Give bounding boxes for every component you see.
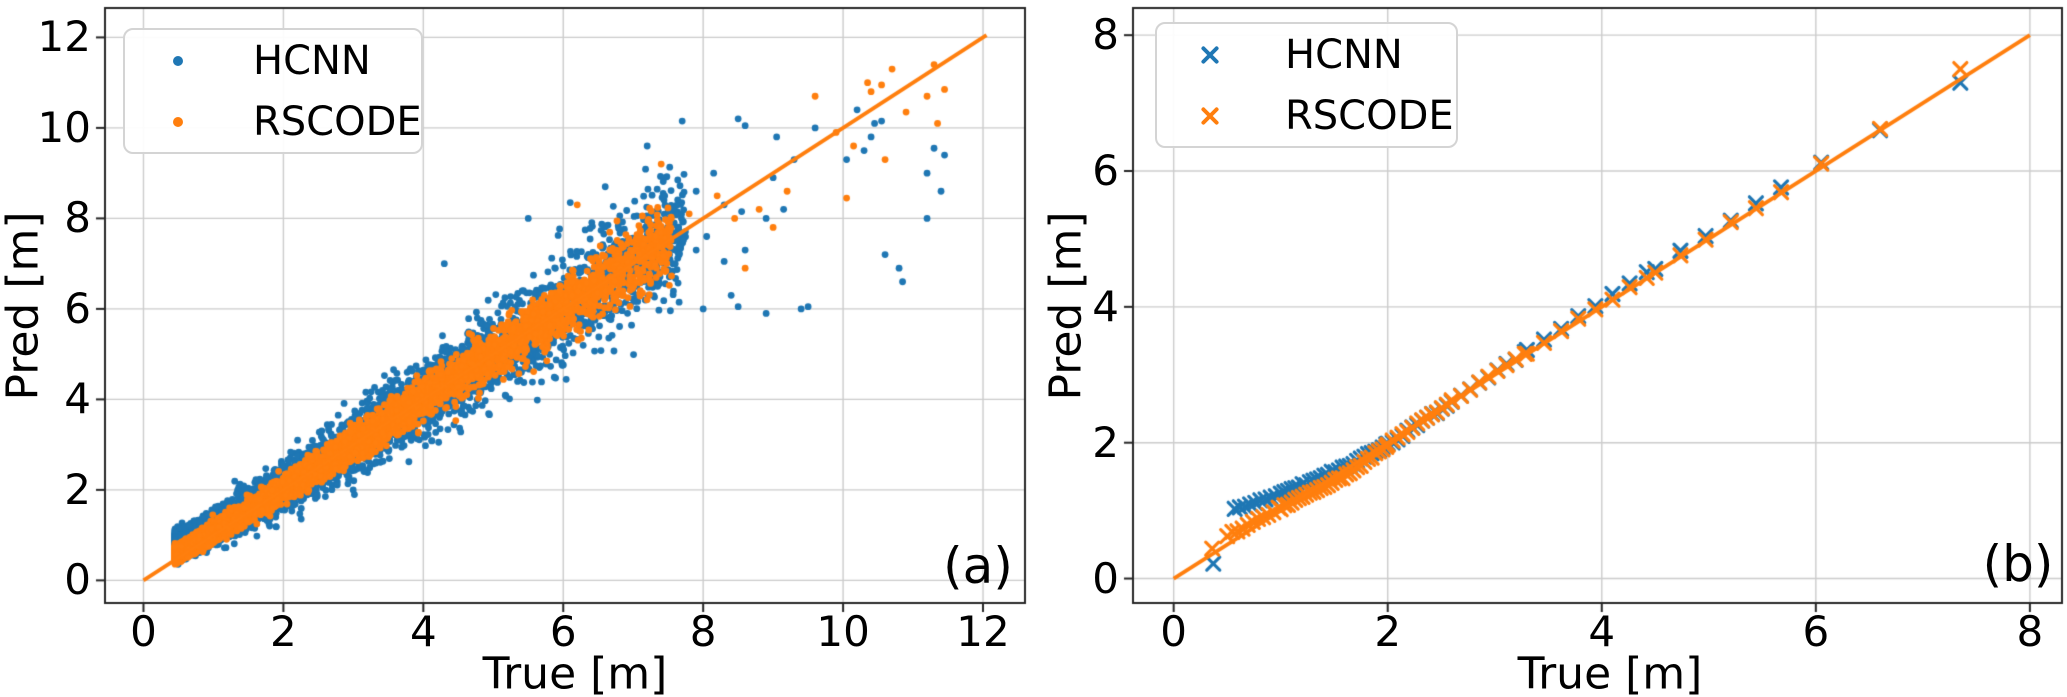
legend-a: HCNN RSCODE — [123, 28, 423, 154]
y-tick-b-2: 2 — [1092, 417, 1119, 467]
x-tick-b-0: 0 — [1160, 607, 1188, 656]
y-tick-a-0: 0 — [64, 555, 91, 605]
y-tick-b-8: 8 — [1092, 10, 1119, 60]
panel-label-b: (b) — [1982, 535, 2054, 593]
x-axis-label-b: True [m] — [1517, 648, 1703, 697]
legend-label-rscode-a: RSCODE — [253, 98, 422, 145]
x-tick-a-12: 12 — [956, 607, 1010, 656]
legend-entry-rscode-b: RSCODE — [1157, 85, 1456, 146]
x-tick-b-8: 8 — [2016, 607, 2044, 656]
x-axis-label-a: True [m] — [482, 648, 668, 697]
y-tick-a-6: 6 — [64, 283, 91, 333]
x-tick-a-10: 10 — [816, 607, 870, 656]
panel-label-a: (a) — [943, 537, 1013, 595]
rscode-x-marker-icon — [1201, 106, 1219, 125]
legend-b: HCNN RSCODE — [1155, 22, 1458, 148]
x-tick-b-4: 4 — [1588, 607, 1616, 656]
y-axis-label-a: Pred [m] — [0, 211, 49, 401]
x-tick-b-2: 2 — [1374, 607, 1402, 656]
x-tick-a-6: 6 — [549, 607, 577, 656]
x-tick-a-8: 8 — [689, 607, 717, 656]
legend-label-rscode-b: RSCODE — [1285, 92, 1454, 139]
legend-entry-hcnn-a: HCNN — [125, 30, 421, 91]
x-tick-a-2: 2 — [270, 607, 297, 656]
y-tick-a-10: 10 — [37, 102, 91, 152]
y-tick-a-12: 12 — [37, 12, 91, 62]
y-tick-b-0: 0 — [1092, 553, 1119, 603]
hcnn-dot-marker-icon — [173, 55, 183, 66]
x-tick-a-4: 4 — [409, 607, 437, 656]
y-tick-a-2: 2 — [64, 464, 91, 514]
y-axis-label-b: Pred [m] — [1040, 211, 1092, 401]
y-tick-a-4: 4 — [64, 374, 91, 424]
y-tick-b-4: 4 — [1092, 281, 1119, 331]
x-tick-a-0: 0 — [130, 607, 157, 656]
legend-entry-rscode-a: RSCODE — [125, 91, 422, 152]
legend-entry-hcnn-b: HCNN — [1157, 24, 1456, 85]
hcnn-x-marker-icon — [1201, 45, 1219, 64]
legend-label-hcnn-b: HCNN — [1285, 31, 1403, 78]
x-tick-b-6: 6 — [1802, 607, 1830, 656]
legend-label-hcnn-a: HCNN — [253, 37, 371, 84]
rscode-dot-marker-icon — [173, 116, 183, 127]
y-tick-a-8: 8 — [64, 193, 91, 243]
y-tick-b-6: 6 — [1092, 146, 1119, 195]
